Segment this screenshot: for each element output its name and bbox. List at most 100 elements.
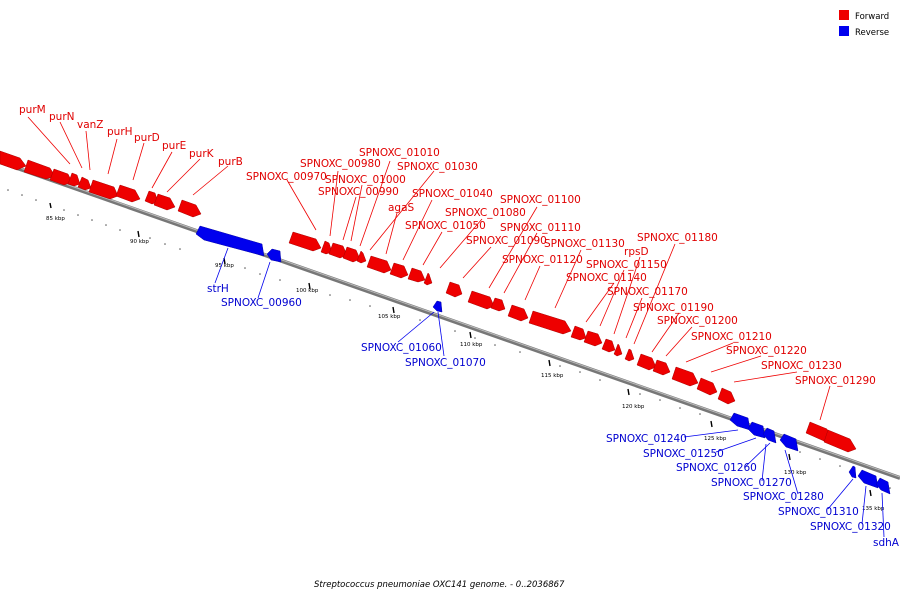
gene-label-forward[interactable]: agaS <box>388 202 415 214</box>
gene-arrow-reverse[interactable] <box>848 465 857 479</box>
gene-label-reverse[interactable]: SPNOXC_01280 <box>743 491 824 503</box>
gene-arrow-forward[interactable] <box>613 343 623 357</box>
gene-arrow-forward[interactable] <box>624 348 635 362</box>
gene-arrow-forward[interactable] <box>115 184 141 203</box>
scale-label: 105 kbp <box>378 314 401 320</box>
reverse-gene-labels: strH SPNOXC_00960 SPNOXC_01060 SPNOXC_01… <box>207 283 900 549</box>
gene-arrow-forward[interactable] <box>671 366 699 387</box>
gene-label-reverse[interactable]: SPNOXC_01320 <box>810 521 891 533</box>
gene-arrow-reverse[interactable] <box>875 477 891 495</box>
gene-arrow-forward[interactable] <box>320 240 333 255</box>
scale-label: 95 kbp <box>215 263 234 269</box>
gene-arrow-forward[interactable] <box>342 246 361 263</box>
gene-label-forward[interactable]: SPNOXC_01200 <box>657 315 738 327</box>
gene-arrow-forward[interactable] <box>67 172 81 187</box>
gene-arrow-forward[interactable] <box>366 255 392 274</box>
gene-label-forward[interactable]: purN <box>49 111 75 123</box>
gene-label-reverse[interactable]: SPNOXC_01270 <box>711 477 792 489</box>
gene-arrow-forward[interactable] <box>389 262 409 279</box>
gene-label-forward[interactable]: SPNOXC_00990 <box>318 186 399 198</box>
gene-label-reverse[interactable]: SPNOXC_01070 <box>405 357 486 369</box>
gene-label-reverse[interactable]: SPNOXC_01060 <box>361 342 442 354</box>
gene-arrow-forward[interactable] <box>407 267 426 283</box>
gene-arrow-forward[interactable] <box>652 359 671 376</box>
scale-dots <box>7 189 891 489</box>
gene-label-forward[interactable]: SPNOXC_01120 <box>502 254 583 266</box>
gene-label-reverse[interactable]: strH <box>207 283 229 295</box>
gene-arrow-forward[interactable] <box>601 338 616 353</box>
gene-label-forward[interactable]: SPNOXC_01030 <box>397 161 478 173</box>
legend-reverse-label: Reverse <box>855 28 889 38</box>
gene-label-forward[interactable]: SPNOXC_01190 <box>633 302 714 314</box>
gene-label-reverse[interactable]: SPNOXC_01240 <box>606 433 687 445</box>
gene-label-forward[interactable]: purH <box>107 126 133 138</box>
gene-arrow-forward[interactable] <box>288 231 322 252</box>
scale-ticks <box>49 202 872 497</box>
gene-arrow-forward[interactable] <box>467 290 495 310</box>
gene-arrow-forward[interactable] <box>177 199 202 218</box>
gene-label-forward[interactable]: SPNOXC_01130 <box>544 238 625 250</box>
gene-label-reverse[interactable]: SPNOXC_01250 <box>643 448 724 460</box>
gene-label-forward[interactable]: SPNOXC_01000 <box>325 174 406 186</box>
gene-arrow-forward[interactable] <box>23 159 56 180</box>
gene-label-forward[interactable]: purM <box>19 104 46 116</box>
gene-label-forward[interactable]: SPNOXC_01040 <box>412 188 493 200</box>
gene-label-forward[interactable]: SPNOXC_01140 <box>566 272 647 284</box>
gene-arrow-reverse[interactable] <box>266 248 282 263</box>
gene-arrow-forward[interactable] <box>0 150 27 171</box>
gene-label-forward[interactable]: SPNOXC_01210 <box>691 331 772 343</box>
gene-arrow-forward[interactable] <box>88 179 119 200</box>
gene-arrow-forward[interactable] <box>490 297 506 312</box>
gene-arrow-forward[interactable] <box>636 353 657 371</box>
gene-label-forward[interactable]: purD <box>134 132 160 144</box>
scale-label: 90 kbp <box>130 239 149 245</box>
gene-label-forward[interactable]: SPNOXC_01110 <box>500 222 581 234</box>
gene-arrow-forward[interactable] <box>77 176 92 191</box>
gene-arrow-forward[interactable] <box>423 272 433 286</box>
gene-label-forward[interactable]: SPNOXC_00970 <box>246 171 327 183</box>
gene-label-forward[interactable]: SPNOXC_01220 <box>726 345 807 357</box>
gene-label-forward[interactable]: SPNOXC_01010 <box>359 147 440 159</box>
gene-arrow-forward[interactable] <box>445 281 463 298</box>
gene-arrow-reverse[interactable] <box>195 225 265 257</box>
gene-arrow-reverse[interactable] <box>729 412 751 431</box>
gene-label-forward[interactable]: SPNOXC_01180 <box>637 232 718 244</box>
forward-leader-lines <box>27 116 831 421</box>
gene-label-forward[interactable]: SPNOXC_01170 <box>607 286 688 298</box>
scale-label: 85 kbp <box>46 216 65 222</box>
gene-label-forward[interactable]: SPNOXC_00980 <box>300 158 381 170</box>
gene-arrow-forward[interactable] <box>570 325 587 341</box>
scale-label: 135 kbp <box>862 506 885 512</box>
gene-label-forward[interactable]: purB <box>218 156 243 168</box>
gene-arrow-forward[interactable] <box>356 250 367 264</box>
gene-label-forward[interactable]: vanZ <box>77 119 104 131</box>
gene-label-forward[interactable]: purE <box>162 140 186 152</box>
gene-arrow-reverse[interactable] <box>762 427 777 444</box>
gene-arrow-reverse[interactable] <box>857 469 879 489</box>
gene-label-forward[interactable]: rpsD <box>624 246 649 258</box>
gene-label-forward[interactable]: SPNOXC_01150 <box>586 259 667 271</box>
gene-label-forward[interactable]: SPNOXC_01050 <box>405 220 486 232</box>
gene-arrow-forward[interactable] <box>696 377 718 396</box>
gene-arrow-forward[interactable] <box>507 304 529 322</box>
gene-label-reverse[interactable]: sdhA <box>873 537 900 549</box>
gene-label-forward[interactable]: SPNOXC_01290 <box>795 375 876 387</box>
gene-arrow-forward[interactable] <box>823 429 857 453</box>
gene-arrow-forward[interactable] <box>153 193 176 211</box>
gene-label-forward[interactable]: SPNOXC_01080 <box>445 207 526 219</box>
gene-arrow-forward[interactable] <box>528 310 572 335</box>
legend-reverse-swatch <box>839 26 849 36</box>
gene-label-reverse[interactable]: SPNOXC_01260 <box>676 462 757 474</box>
gene-arrow-reverse[interactable] <box>432 300 443 313</box>
gene-label-forward[interactable]: purK <box>189 148 215 160</box>
gene-arrow-forward[interactable] <box>583 330 603 347</box>
gene-label-forward[interactable]: SPNOXC_01090 <box>466 235 547 247</box>
gene-label-reverse[interactable]: SPNOXC_00960 <box>221 297 302 309</box>
gene-label-forward[interactable]: SPNOXC_01100 <box>500 194 581 206</box>
gene-arrow-forward[interactable] <box>717 387 736 405</box>
gene-arrow-reverse[interactable] <box>747 421 766 439</box>
reverse-leader-lines <box>214 247 885 538</box>
gene-arrow-reverse[interactable] <box>779 433 799 452</box>
gene-label-forward[interactable]: SPNOXC_01230 <box>761 360 842 372</box>
gene-label-reverse[interactable]: SPNOXC_01310 <box>778 506 859 518</box>
